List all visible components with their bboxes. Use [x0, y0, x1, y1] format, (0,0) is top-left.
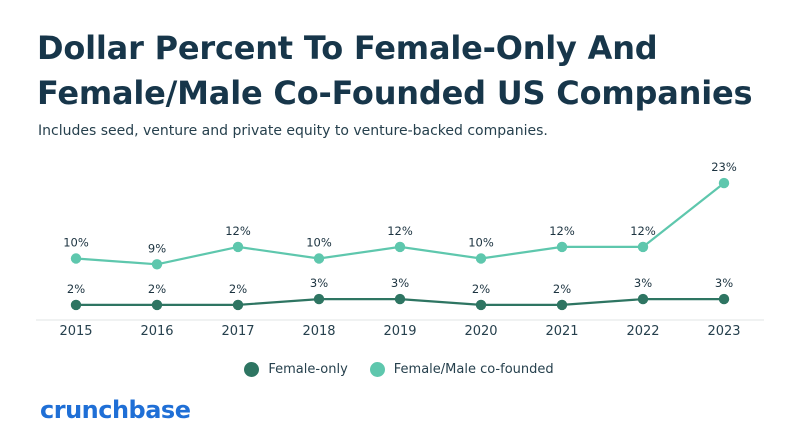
legend-item-female-only: Female-only	[244, 362, 348, 377]
data-point	[637, 293, 649, 305]
x-tick-label: 2015	[59, 324, 92, 339]
data-label: 2%	[148, 282, 166, 296]
legend-label-female-only: Female-only	[268, 362, 348, 377]
x-tick-label: 2017	[221, 324, 254, 339]
line-chart: 2015 2016 2017 2018 2019 2020 2021 2022 2023 2% 2%…	[36, 160, 764, 339]
data-point	[475, 253, 487, 264]
x-tick-label: 2021	[545, 324, 578, 339]
x-tick-label: 2016	[140, 324, 173, 339]
data-point	[313, 253, 325, 264]
data-label: 23%	[711, 160, 737, 174]
data-point	[556, 299, 568, 311]
data-point	[313, 293, 325, 305]
data-label: 10%	[468, 236, 494, 250]
data-label: 10%	[63, 236, 89, 250]
data-point	[232, 299, 244, 311]
legend: Female-only Female/Male co-founded	[0, 362, 798, 377]
data-point	[718, 293, 730, 305]
data-point	[394, 241, 406, 253]
data-point	[151, 299, 163, 311]
data-label: 2%	[553, 282, 571, 296]
data-point	[637, 241, 649, 253]
x-tick-label: 2019	[383, 324, 416, 339]
chart-title: Dollar Percent To Female-Only And Female…	[37, 26, 777, 116]
data-label: 2%	[229, 282, 247, 296]
data-label: 3%	[391, 276, 409, 290]
chart-title-line-1: Dollar Percent To Female-Only And	[37, 29, 658, 67]
crunchbase-logo: crunchbase	[40, 396, 191, 424]
data-label: 12%	[387, 224, 413, 238]
data-label: 2%	[472, 282, 490, 296]
data-label: 3%	[634, 276, 652, 290]
data-point	[232, 241, 244, 253]
data-label: 12%	[549, 224, 575, 238]
legend-swatch-co-founded	[369, 362, 385, 377]
data-label: 3%	[715, 276, 733, 290]
data-label: 10%	[306, 236, 332, 250]
data-point	[556, 241, 568, 253]
chart-subtitle: Includes seed, venture and private equit…	[38, 123, 548, 139]
x-tick-label: 2022	[626, 324, 659, 339]
data-label: 3%	[310, 276, 328, 290]
data-point	[475, 299, 487, 311]
data-point	[394, 293, 406, 305]
x-tick-label: 2020	[464, 324, 497, 339]
chart-title-line-2: Female/Male Co-Founded US Companies	[37, 74, 753, 112]
data-label: 9%	[148, 241, 166, 255]
data-point	[718, 177, 730, 189]
data-point	[70, 299, 82, 311]
data-point	[151, 259, 163, 270]
x-tick-label: 2018	[302, 324, 335, 339]
x-tick-label: 2023	[707, 324, 740, 339]
data-label: 12%	[630, 224, 656, 238]
data-point	[70, 253, 82, 264]
legend-label-co-founded: Female/Male co-founded	[393, 362, 554, 377]
legend-swatch-female-only	[244, 362, 260, 377]
legend-item-co-founded: Female/Male co-founded	[369, 362, 554, 377]
data-label: 2%	[67, 282, 85, 296]
data-label: 12%	[225, 224, 251, 238]
